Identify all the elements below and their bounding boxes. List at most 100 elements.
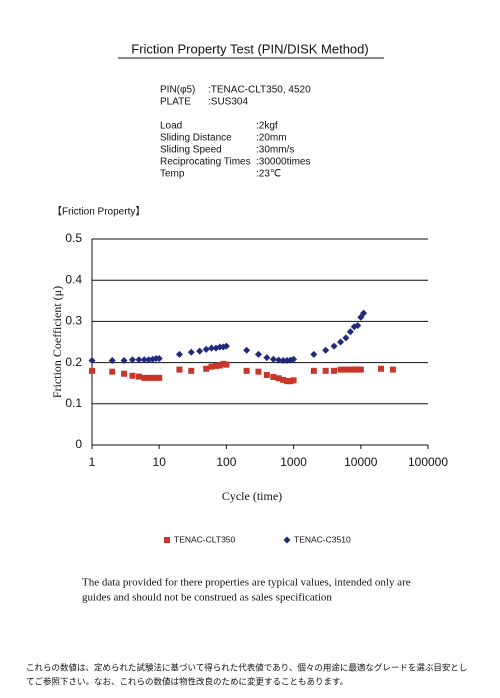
data-point: [269, 355, 277, 363]
data-point: [222, 342, 230, 350]
x-tick-label: 100000: [408, 455, 448, 469]
legend-marker: [164, 537, 170, 543]
data-point: [337, 338, 345, 346]
x-tick-label: 1: [89, 455, 96, 469]
data-point: [263, 371, 270, 378]
data-point: [275, 375, 282, 382]
legend-label: TENAC-C3510: [294, 534, 351, 544]
x-tick-label: 100: [216, 455, 236, 469]
spec-value: :30mm/s: [256, 145, 294, 156]
data-point: [290, 355, 298, 363]
x-tick-label: 1000: [280, 455, 307, 469]
data-point: [145, 374, 152, 381]
data-point: [176, 366, 183, 373]
legend-marker: [283, 536, 291, 544]
note-line: guides and should not be construed as sa…: [82, 592, 332, 604]
data-point: [378, 365, 385, 372]
data-point: [284, 378, 291, 385]
data-point: [128, 356, 136, 364]
data-point: [254, 350, 262, 358]
data-point: [310, 350, 318, 358]
data-point: [243, 367, 250, 374]
data-point: [287, 378, 294, 385]
data-point: [208, 363, 215, 370]
spec-value: :2kgf: [256, 121, 278, 132]
data-point: [188, 367, 195, 374]
section-title: 【Friction Property】: [52, 206, 145, 218]
data-point: [347, 366, 354, 373]
data-point: [220, 360, 227, 367]
y-tick-label: 0.1: [65, 396, 82, 410]
data-point: [223, 361, 230, 368]
data-point: [212, 362, 219, 369]
data-point: [108, 357, 116, 365]
data-point: [322, 346, 330, 354]
data-point: [263, 354, 271, 362]
x-tick-label: 10: [153, 455, 167, 469]
data-point: [354, 322, 362, 330]
note-line: The data provided for there properties a…: [82, 577, 411, 589]
data-point: [156, 374, 163, 381]
data-point: [243, 346, 251, 354]
data-point: [207, 344, 215, 352]
data-point: [330, 342, 338, 350]
data-point: [255, 368, 262, 375]
data-point: [202, 345, 210, 353]
y-tick-label: 0.4: [65, 272, 82, 286]
spec-label: PLATE: [160, 97, 191, 108]
data-point: [88, 357, 96, 365]
y-axis-label: Friction Coefficient (μ): [50, 286, 64, 398]
spec-label: PIN(φ5): [160, 85, 195, 96]
data-point: [129, 372, 136, 379]
data-point: [153, 374, 160, 381]
data-point: [196, 347, 204, 355]
spec-value: :23℃: [256, 169, 281, 180]
doc-title: Friction Property Test (PIN/DISK Method): [131, 41, 368, 56]
data-point: [280, 376, 287, 383]
data-point: [351, 366, 358, 373]
data-point: [140, 356, 148, 364]
data-point: [357, 366, 364, 373]
spec-value: :20mm: [256, 133, 287, 144]
spec-value: :TENAC-CLT350, 4520: [208, 85, 311, 96]
spec-value: :SUS304: [208, 97, 248, 108]
y-tick-label: 0.2: [65, 355, 82, 369]
data-point: [135, 373, 142, 380]
spec-label: Temp: [160, 169, 185, 180]
y-tick-label: 0: [75, 437, 82, 451]
data-point: [346, 328, 354, 336]
spec-label: Reciprocating Times: [160, 157, 251, 168]
data-point: [360, 309, 368, 317]
y-tick-label: 0.5: [65, 231, 82, 245]
data-point: [109, 368, 116, 375]
data-point: [310, 367, 317, 374]
data-point: [216, 362, 223, 369]
spec-label: Load: [160, 121, 182, 132]
spec-value: :30000times: [256, 157, 310, 168]
data-point: [290, 377, 297, 384]
data-point: [342, 366, 349, 373]
data-point: [120, 357, 128, 365]
japanese-note: これらの数値は、定められた試験法に基づいて得られた代表値であり、個々の用途に最適…: [26, 663, 467, 674]
data-point: [121, 370, 128, 377]
data-point: [279, 357, 287, 365]
data-point: [389, 366, 396, 373]
data-point: [203, 365, 210, 372]
data-point: [89, 367, 95, 374]
data-point: [270, 374, 277, 381]
spec-label: Sliding Speed: [160, 145, 222, 156]
data-point: [342, 334, 350, 342]
data-point: [322, 367, 329, 374]
x-axis-label: Cycle (time): [222, 489, 282, 503]
data-point: [354, 366, 361, 373]
spec-label: Sliding Distance: [160, 133, 232, 144]
data-point: [175, 350, 183, 358]
data-point: [187, 348, 195, 356]
data-point: [331, 367, 338, 374]
data-point: [141, 374, 148, 381]
data-point: [337, 366, 344, 373]
data-point: [275, 356, 283, 364]
legend-label: TENAC-CLT350: [174, 534, 236, 544]
data-point: [155, 354, 163, 362]
